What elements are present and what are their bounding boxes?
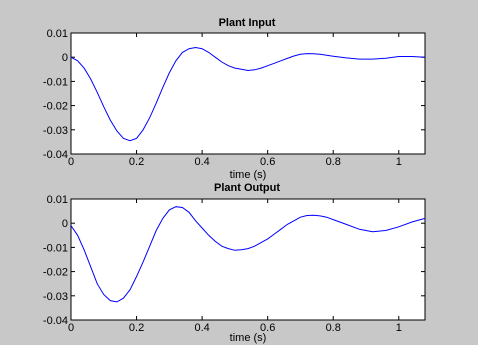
- plant-input-ytick-label: -0.04: [43, 149, 68, 161]
- plant-output-ytick-label: 0: [62, 218, 68, 230]
- plant-input-ytick-label: 0: [62, 52, 68, 64]
- plant-output-ytick-label: -0.03: [43, 291, 68, 303]
- plant-input-panel: Plant Input 0 0.2 0.4 0.6 0.8 1 0.01 0 -0.01 -0.…: [43, 17, 425, 181]
- plant-input-xlabel: time (s): [230, 169, 267, 181]
- plant-output-xtick-label: 0.2: [129, 322, 144, 334]
- plant-output-ytick-label: -0.01: [43, 242, 68, 254]
- plant-input-ytick-label: -0.02: [43, 101, 68, 113]
- plant-output-ytick-label: 0.01: [47, 194, 68, 206]
- plant-output-title: Plant Output: [214, 182, 280, 194]
- plant-output-ytick-label: -0.02: [43, 267, 68, 279]
- plant-input-ytick-label: 0.01: [47, 28, 68, 40]
- plant-input-ytick-label: -0.01: [43, 76, 68, 88]
- plant-input-axes-box: [71, 33, 425, 154]
- plant-input-xtick-label: 0.8: [326, 156, 341, 168]
- plant-input-xtick-label: 0.4: [194, 156, 209, 168]
- plant-output-ytick-label: -0.04: [43, 315, 68, 327]
- plant-output-xtick-label: 0: [68, 322, 74, 334]
- plant-output-xtick-label: 0.8: [326, 322, 341, 334]
- plant-input-title: Plant Input: [219, 17, 276, 29]
- plant-output-panel: Plant Output 0 0.2 0.4 0.6 0.8 1 0.010-0.01-0…: [43, 182, 425, 344]
- plant-output-xtick-label: 1: [396, 322, 402, 334]
- plant-input-ytick-label: -0.03: [43, 125, 68, 137]
- plant-input-xtick-label: 0.6: [260, 156, 275, 168]
- plant-output-xlabel: time (s): [230, 332, 267, 344]
- plant-output-xtick-label: 0.4: [194, 322, 209, 334]
- plant-input-xtick-label: 0.2: [129, 156, 144, 168]
- plant-input-xtick-label: 1: [396, 156, 402, 168]
- plant-input-xtick-label: 0: [68, 156, 74, 168]
- plant-output-axes-box: [71, 199, 425, 320]
